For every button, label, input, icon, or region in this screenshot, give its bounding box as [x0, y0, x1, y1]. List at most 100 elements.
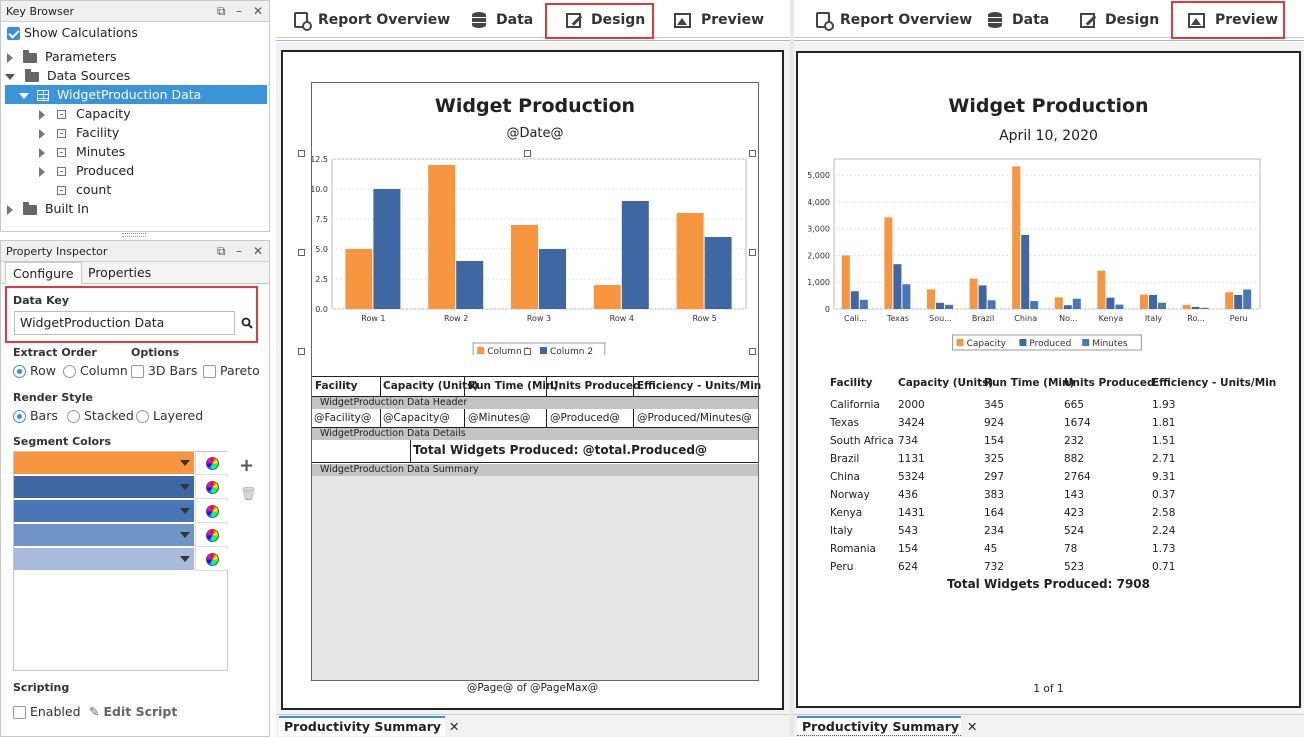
color-wheel-button[interactable]: [195, 500, 228, 523]
option-label: Layered: [152, 408, 204, 423]
expand-icon[interactable]: [7, 52, 13, 63]
column-header: Run Time (Min): [984, 377, 1075, 389]
close-icon[interactable]: ✕: [967, 719, 978, 734]
design-table-header[interactable]: Facility Capacity (Units) Run Time (Min)…: [312, 376, 761, 397]
color-wheel-button[interactable]: [195, 524, 228, 547]
color-wheel-button[interactable]: [195, 548, 228, 571]
scripting-label: Scripting: [13, 681, 70, 694]
tree-item-field[interactable]: Capacity: [39, 104, 131, 123]
render-bars-option[interactable]: Bars: [13, 408, 58, 423]
extract-column-option[interactable]: Column: [63, 363, 128, 378]
chevron-down-icon[interactable]: [180, 484, 190, 490]
tab-properties[interactable]: Properties: [88, 265, 152, 280]
trash-icon[interactable]: 🗑: [240, 487, 257, 502]
color-swatch-dropdown[interactable]: [14, 476, 194, 499]
chevron-down-icon[interactable]: [180, 460, 190, 466]
radio-selected[interactable]: [13, 410, 26, 423]
resize-handle[interactable]: [749, 150, 756, 157]
resize-handle[interactable]: [298, 249, 305, 256]
restore-icon[interactable]: ⧉: [217, 244, 226, 258]
expand-icon[interactable]: [39, 147, 45, 158]
tab-preview[interactable]: Preview: [1188, 3, 1278, 37]
color-wheel-button[interactable]: [195, 452, 228, 475]
color-swatch-dropdown[interactable]: [14, 500, 194, 523]
date-key[interactable]: @Date@: [506, 126, 564, 141]
tab-report-overview[interactable]: Report Overview: [816, 3, 972, 37]
color-swatch-dropdown[interactable]: [14, 548, 194, 571]
data-key-input[interactable]: WidgetProduction Data: [14, 311, 235, 335]
edit-script-button[interactable]: ✎ Edit Script: [89, 704, 177, 719]
tree-item-parameters[interactable]: Parameters: [7, 47, 117, 66]
details-band[interactable]: WidgetProduction Data Details: [312, 428, 758, 440]
show-calculations-checkbox[interactable]: [7, 27, 20, 40]
y-tick-label: 1,000: [808, 278, 830, 287]
chevron-down-icon[interactable]: [180, 532, 190, 538]
tree-item-data-sources[interactable]: Data Sources: [5, 66, 130, 85]
tree-item-field[interactable]: count: [53, 180, 111, 199]
resize-handle[interactable]: [524, 150, 531, 157]
chevron-down-icon[interactable]: [180, 556, 190, 562]
expand-icon[interactable]: [39, 128, 45, 139]
radio-selected[interactable]: [13, 365, 26, 378]
close-icon[interactable]: ✕: [253, 4, 264, 18]
color-swatch-dropdown[interactable]: [14, 524, 194, 547]
report-title[interactable]: Widget Production: [434, 95, 636, 117]
render-layered-option[interactable]: Layered: [136, 408, 203, 423]
pareto-option[interactable]: Pareto: [203, 363, 260, 378]
resize-handle[interactable]: [524, 348, 531, 355]
pencil-icon: ✎: [89, 704, 100, 719]
render-stacked-option[interactable]: Stacked: [67, 408, 134, 423]
radio[interactable]: [63, 365, 76, 378]
design-total-row[interactable]: Total Widgets Produced: @total.Produced@: [312, 440, 758, 463]
tab-report-overview[interactable]: Report Overview: [294, 3, 450, 37]
collapse-icon[interactable]: [5, 73, 15, 80]
checkbox[interactable]: [13, 706, 26, 719]
tree-item-field[interactable]: Minutes: [39, 142, 125, 161]
tab-data[interactable]: Data: [988, 3, 1049, 37]
tab-productivity-summary[interactable]: Productivity Summary ✕: [797, 716, 978, 736]
resize-handle[interactable]: [749, 348, 756, 355]
add-color-icon[interactable]: +: [239, 455, 255, 476]
close-icon[interactable]: ✕: [253, 244, 264, 258]
expand-icon[interactable]: [39, 166, 45, 177]
resize-handle[interactable]: [749, 249, 756, 256]
minimize-icon[interactable]: –: [236, 4, 242, 18]
restore-icon[interactable]: ⧉: [217, 4, 226, 18]
tab-design[interactable]: Design: [566, 3, 645, 37]
table-cell: 1.73: [1152, 543, 1176, 555]
tab-design[interactable]: Design: [1080, 3, 1159, 37]
expand-icon[interactable]: [7, 204, 13, 215]
summary-band[interactable]: WidgetProduction Data Summary: [312, 464, 758, 476]
extract-row-option[interactable]: Row: [13, 363, 56, 378]
scripting-enabled-option[interactable]: Enabled: [13, 704, 81, 719]
search-icon[interactable]: [241, 317, 253, 329]
split-divider[interactable]: [790, 0, 794, 737]
resize-handle[interactable]: [298, 348, 305, 355]
tree-item-widgetproduction-data[interactable]: WidgetProduction Data: [5, 85, 267, 104]
tab-data[interactable]: Data: [472, 3, 533, 37]
splitter-handle[interactable]: [122, 233, 146, 237]
design-detail-row[interactable]: @Facility@ @Capacity@ @Minutes@ @Produce…: [312, 409, 758, 428]
radio[interactable]: [136, 410, 149, 423]
header-band[interactable]: WidgetProduction Data Header: [312, 397, 758, 409]
checkbox[interactable]: [203, 365, 216, 378]
tree-item-built-in[interactable]: Built In: [7, 199, 89, 218]
design-bar-chart[interactable]: 0.0 2.5 5.0 7.5 10.0 12.5 Row 1 Row 2 Row 3 Row 4…: [312, 145, 758, 355]
chevron-down-icon[interactable]: [180, 508, 190, 514]
3d-bars-option[interactable]: 3D Bars: [131, 363, 197, 378]
tab-configure[interactable]: Configure: [5, 262, 82, 284]
checkbox[interactable]: [131, 365, 144, 378]
expand-icon[interactable]: [39, 109, 45, 120]
minimize-icon[interactable]: –: [236, 244, 242, 258]
close-icon[interactable]: ✕: [449, 719, 460, 734]
collapse-icon[interactable]: [19, 92, 29, 99]
tree-item-field[interactable]: Facility: [39, 123, 119, 142]
show-calculations-option[interactable]: Show Calculations: [7, 23, 138, 42]
tab-productivity-summary[interactable]: Productivity Summary ✕: [279, 716, 460, 736]
radio[interactable]: [67, 410, 80, 423]
color-wheel-button[interactable]: [195, 476, 228, 499]
tree-item-field[interactable]: Produced: [39, 161, 134, 180]
resize-handle[interactable]: [298, 150, 305, 157]
tab-preview[interactable]: Preview: [674, 3, 764, 37]
color-swatch-dropdown[interactable]: [14, 452, 194, 475]
